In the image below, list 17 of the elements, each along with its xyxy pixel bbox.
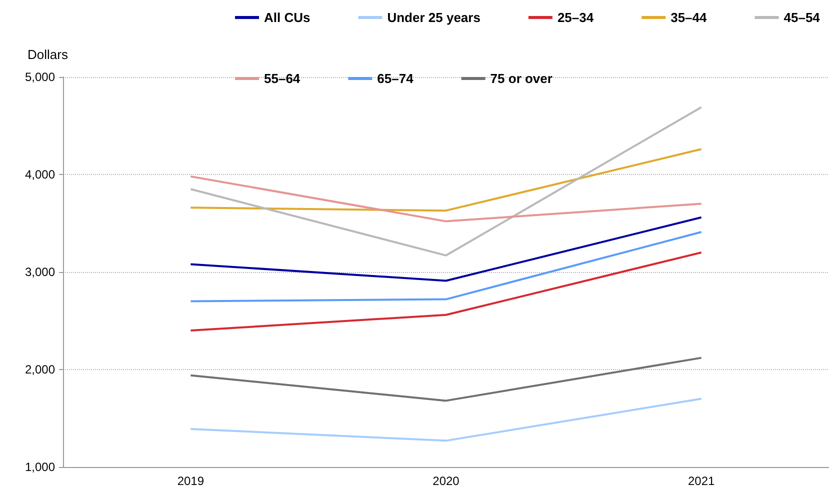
- y-tick-label: 2,000: [24, 362, 56, 376]
- y-tick-label: 5,000: [24, 70, 56, 84]
- legend-label: 35–44: [670, 10, 708, 25]
- y-axis-title: Dollars: [28, 47, 68, 62]
- y-tick-label: 1,000: [24, 460, 56, 474]
- legend-label: 55–64: [264, 71, 301, 86]
- legend-label: 65–74: [377, 71, 414, 86]
- legend-label: 25–34: [557, 10, 594, 25]
- x-tick-label: 2021: [688, 474, 716, 488]
- y-tick-label: 3,000: [24, 265, 56, 279]
- legend-label: All CUs: [264, 10, 310, 25]
- x-tick-label: 2019: [177, 474, 204, 488]
- x-tick-label: 2020: [432, 474, 460, 488]
- legend-label: 75 or over: [490, 71, 552, 86]
- y-tick-label: 4,000: [24, 168, 56, 182]
- legend-label: 45–54: [784, 10, 821, 25]
- legend-label: Under 25 years: [387, 10, 480, 25]
